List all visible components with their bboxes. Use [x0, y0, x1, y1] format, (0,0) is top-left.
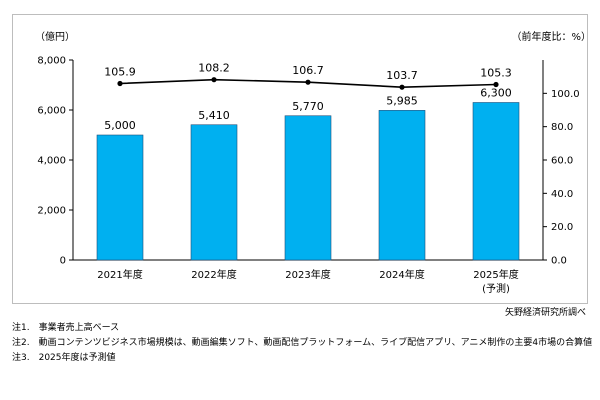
bar-value-label: 5,000 — [104, 119, 136, 132]
yoy-point — [493, 81, 499, 88]
yoy-value-label: 103.7 — [386, 69, 418, 82]
x-tick-label: 2022年度 — [191, 268, 236, 281]
yoy-value-label: 105.9 — [104, 66, 136, 79]
bar — [190, 124, 238, 261]
bar — [378, 110, 426, 261]
yoy-value-label: 106.7 — [292, 64, 324, 77]
bar-value-label: 5,985 — [386, 94, 418, 107]
bar-value-label: 5,410 — [198, 109, 230, 122]
x-tick-label: 2025年度 — [473, 268, 518, 281]
bar — [284, 115, 332, 261]
combo-chart: 0 2,000 4,000 6,000 8,000 0.0 20.0 40.0 60.0 80.0… — [35, 30, 589, 295]
chart-frame: 0 2,000 4,000 6,000 8,000 0.0 20.0 40.0 60.0 80.0… — [12, 14, 589, 304]
left-tick-label: 0 — [60, 256, 66, 267]
bar-value-label: 5,770 — [292, 100, 324, 113]
right-tick-label: 80.0 — [551, 122, 573, 133]
bar — [472, 102, 520, 261]
right-tick-label: 40.0 — [551, 189, 573, 200]
right-tick-label: 60.0 — [551, 156, 573, 167]
note-3: 注3. 2025年度は予測値 — [12, 353, 116, 363]
yoy-value-label: 108.2 — [198, 62, 230, 75]
note-1: 注1. 事業者売上高ベース — [12, 323, 120, 333]
yoy-point — [305, 79, 311, 85]
x-tick-label: 2021年度 — [97, 268, 142, 281]
x-tick-label: 2023年度 — [285, 268, 330, 281]
left-tick-label: 8,000 — [37, 56, 66, 67]
left-axis-unit: （億円） — [35, 30, 75, 43]
x-tick-sublabel: (予測) — [482, 282, 510, 295]
note-2: 注2. 動画コンテンツビジネス市場規模は、動画編集ソフト、動画配信プラットフォー… — [12, 338, 593, 348]
right-tick-label: 0.0 — [551, 256, 567, 267]
left-tick-label: 4,000 — [37, 156, 66, 167]
x-tick-label: 2024年度 — [379, 268, 424, 281]
right-tick-label: 20.0 — [551, 222, 573, 233]
right-axis-unit: （前年度比：%） — [511, 30, 589, 43]
yoy-point — [399, 84, 405, 90]
left-tick-label: 2,000 — [37, 206, 66, 217]
source-credit: 矢野経済研究所調べ — [504, 308, 586, 318]
left-tick-label: 6,000 — [37, 106, 66, 117]
bar — [96, 134, 144, 261]
yoy-value-label: 105.3 — [480, 67, 512, 80]
bar-value-label: 6,300 — [480, 87, 512, 100]
yoy-point — [117, 80, 123, 87]
yoy-point — [211, 77, 217, 83]
right-tick-label: 100.0 — [551, 89, 580, 100]
